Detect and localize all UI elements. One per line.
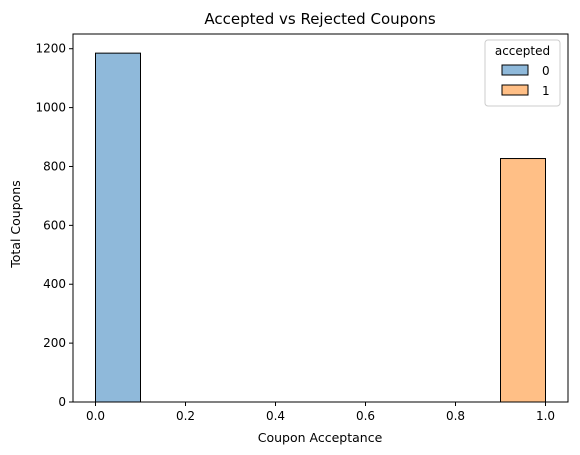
y-tick-label: 600 [43, 218, 66, 232]
y-tick-label: 1200 [35, 42, 66, 56]
legend-swatch-0 [501, 64, 529, 76]
x-axis-label: Coupon Acceptance [258, 430, 383, 445]
y-tick-label: 400 [43, 277, 66, 291]
x-axis: 0.0 0.2 0.4 0.6 0.8 1.0 [86, 402, 555, 423]
x-tick-label: 0.8 [446, 409, 465, 423]
x-tick-label: 1.0 [536, 409, 555, 423]
histogram-bar-0 [95, 52, 141, 403]
legend-swatch-1 [501, 84, 529, 96]
x-tick-label: 0.4 [266, 409, 285, 423]
x-tick-label: 0.2 [176, 409, 195, 423]
y-axis-label: Total Coupons [8, 180, 23, 268]
y-axis: 0 200 400 600 800 1000 1200 [35, 42, 73, 409]
plot-area [72, 33, 569, 403]
legend-label-1: 1 [542, 84, 550, 98]
y-tick-label: 1000 [35, 101, 66, 115]
x-tick-label: 0.0 [86, 409, 105, 423]
y-tick-label: 0 [58, 395, 66, 409]
y-tick-label: 200 [43, 336, 66, 350]
legend-label-0: 0 [542, 64, 550, 78]
axes-frame [72, 33, 569, 403]
legend-title: accepted [495, 44, 550, 58]
chart-title: Accepted vs Rejected Coupons [204, 10, 435, 28]
histogram-bar-1 [500, 158, 546, 403]
x-tick-label: 0.6 [356, 409, 375, 423]
y-tick-label: 800 [43, 159, 66, 173]
legend: accepted 0 1 [484, 39, 561, 107]
